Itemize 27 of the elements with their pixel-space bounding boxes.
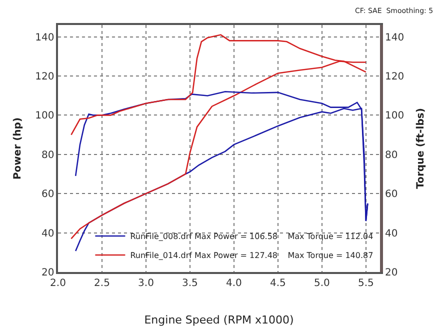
y2-tick-label: 60: [385, 189, 398, 200]
y2-tick-label: 40: [385, 228, 398, 240]
legend-label: RunFile_014.drf Max Power = 127.48 Max Torque = 140.87: [130, 251, 374, 260]
x-tick-label: 3.5: [182, 278, 198, 289]
y-tick-label: 20: [42, 268, 54, 278]
y-tick-label: 100: [35, 110, 54, 122]
y2-tick-label: 120: [385, 71, 404, 82]
x-tick-label: 3.0: [138, 278, 154, 289]
x-tick-label: 4.0: [226, 278, 242, 289]
y-axis-title: Power (hp): [12, 117, 24, 180]
x-tick-label: 2.5: [94, 278, 110, 289]
y-tick-label: 140: [35, 32, 54, 44]
x-tick-label: 5.0: [314, 278, 330, 289]
y-tick-label: 80: [42, 150, 54, 161]
y-tick-label: 60: [42, 189, 54, 200]
y2-axis-title: Torque (ft-lbs): [416, 108, 427, 189]
legend-label: RunFile_008.drf Max Power = 106.58 Max Torque = 112.04: [130, 232, 374, 242]
y2-tick-label: 80: [385, 150, 398, 161]
x-axis-title: Engine Speed (RPM x1000): [144, 313, 294, 326]
y2-tick-label: 140: [385, 32, 404, 44]
y-tick-label: 120: [35, 71, 54, 82]
y2-tick-label: 100: [385, 110, 404, 122]
x-tick-label: 4.5: [270, 278, 286, 289]
x-tick-label: 2.0: [50, 278, 66, 289]
y2-tick-label: 20: [385, 268, 398, 278]
y-tick-label: 40: [42, 228, 54, 240]
x-tick-label: 5.5: [358, 278, 374, 289]
